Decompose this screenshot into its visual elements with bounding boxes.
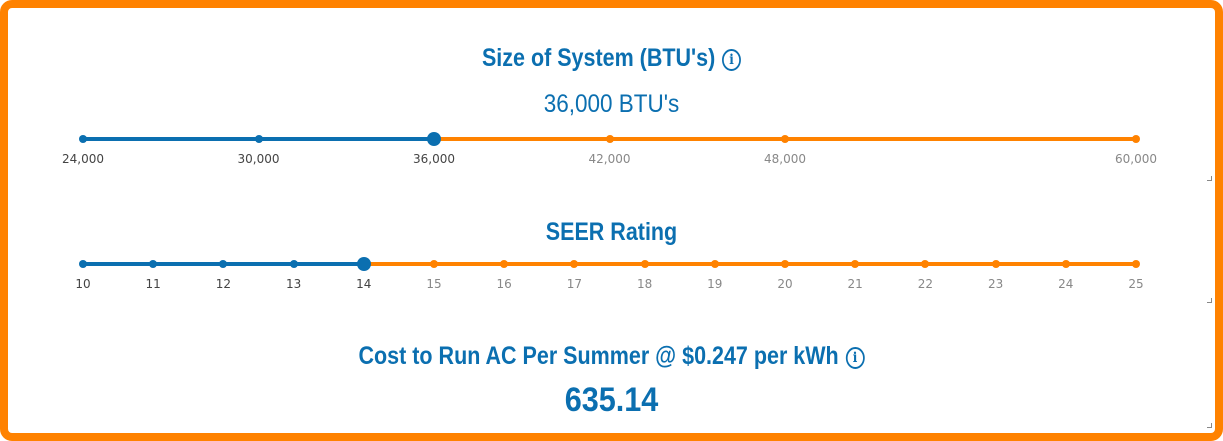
slider-track-remaining[interactable] — [363, 262, 1136, 266]
slider-tick[interactable] — [430, 260, 438, 268]
slider-tick[interactable] — [710, 260, 719, 268]
slider-tick-label[interactable]: 13 — [285, 277, 302, 291]
cost-title: Cost to Run AC Per Summer @ $0.247 per k… — [358, 342, 839, 370]
slider-tick-label[interactable]: 42,000 — [588, 152, 631, 166]
slider-tick-label[interactable]: 16 — [496, 277, 512, 291]
slider-thumb[interactable] — [356, 257, 371, 271]
slider-tick-label[interactable]: 36,000 — [413, 152, 455, 166]
slider-tick-label[interactable]: 18 — [636, 277, 653, 291]
seer-rating-slider[interactable]: 10 11 12 13 14 15 16 17 18 19 20 21 22 23 24 25 — [75, 257, 1144, 304]
slider-tick[interactable] — [1132, 260, 1140, 268]
slider-tick-label[interactable]: 48,000 — [764, 152, 806, 166]
slider-tick-label[interactable]: 10 — [75, 277, 91, 291]
slider-tick[interactable] — [79, 135, 87, 143]
slider-tick[interactable] — [149, 260, 158, 268]
system-size-title: Size of System (BTU's) — [481, 44, 716, 72]
cost-heading: Cost to Run AC Per Summer @ $0.247 per k… — [86, 342, 1138, 371]
slider-tick-label[interactable]: 15 — [426, 277, 442, 291]
resize-handle[interactable] — [1207, 298, 1212, 303]
slider-tick[interactable] — [500, 260, 509, 268]
slider-tick[interactable] — [851, 260, 860, 268]
slider-tick-label[interactable]: 19 — [707, 277, 723, 291]
slider-tick[interactable] — [570, 260, 579, 268]
slider-tick[interactable] — [219, 260, 228, 268]
slider-tick[interactable] — [781, 260, 789, 268]
slider-tick[interactable] — [1132, 135, 1140, 143]
slider-tick-label[interactable]: 25 — [1128, 277, 1144, 291]
slider-tick[interactable] — [781, 135, 789, 143]
slider-tick-label[interactable]: 11 — [145, 277, 161, 291]
slider-tick-label[interactable]: 20 — [777, 277, 793, 291]
slider-tick-label[interactable]: 21 — [847, 277, 863, 291]
slider-tick[interactable] — [605, 135, 614, 143]
slider-tick[interactable] — [640, 260, 649, 268]
slider-tick-label[interactable]: 24,000 — [62, 152, 104, 166]
slider-tick-label[interactable]: 12 — [215, 277, 232, 291]
slider-tick[interactable] — [991, 260, 1000, 268]
slider-tick-label[interactable]: 30,000 — [237, 152, 280, 166]
slider-tick-label[interactable]: 60,000 — [1115, 152, 1157, 166]
resize-handle[interactable] — [1207, 423, 1212, 428]
slider-tick[interactable] — [1061, 260, 1070, 268]
cost-value: 635.14 — [564, 381, 659, 419]
slider-tick-label[interactable]: 24 — [1058, 277, 1074, 291]
slider-tick-label[interactable]: 23 — [987, 277, 1004, 291]
system-size-value: 36,000 BTU's — [543, 90, 680, 118]
info-icon[interactable]: i — [845, 347, 865, 369]
system-size-slider[interactable]: 24,000 30,000 36,000 42,000 48,000 60,000 — [62, 132, 1157, 179]
slider-tick-label[interactable]: 17 — [566, 277, 583, 291]
resize-handle[interactable] — [1207, 176, 1212, 181]
slider-tick-label[interactable]: 14 — [356, 277, 372, 291]
seer-heading: SEER Rating — [86, 218, 1138, 247]
slider-tick[interactable] — [289, 260, 298, 268]
seer-title: SEER Rating — [545, 218, 678, 246]
system-size-heading: Size of System (BTU's) i — [86, 44, 1138, 73]
slider-tick[interactable] — [254, 135, 263, 143]
slider-tick[interactable] — [79, 260, 87, 268]
info-icon[interactable]: i — [722, 49, 742, 71]
slider-thumb[interactable] — [427, 132, 441, 146]
slider-tick-label[interactable]: 22 — [917, 277, 934, 291]
slider-tick[interactable] — [921, 260, 930, 268]
